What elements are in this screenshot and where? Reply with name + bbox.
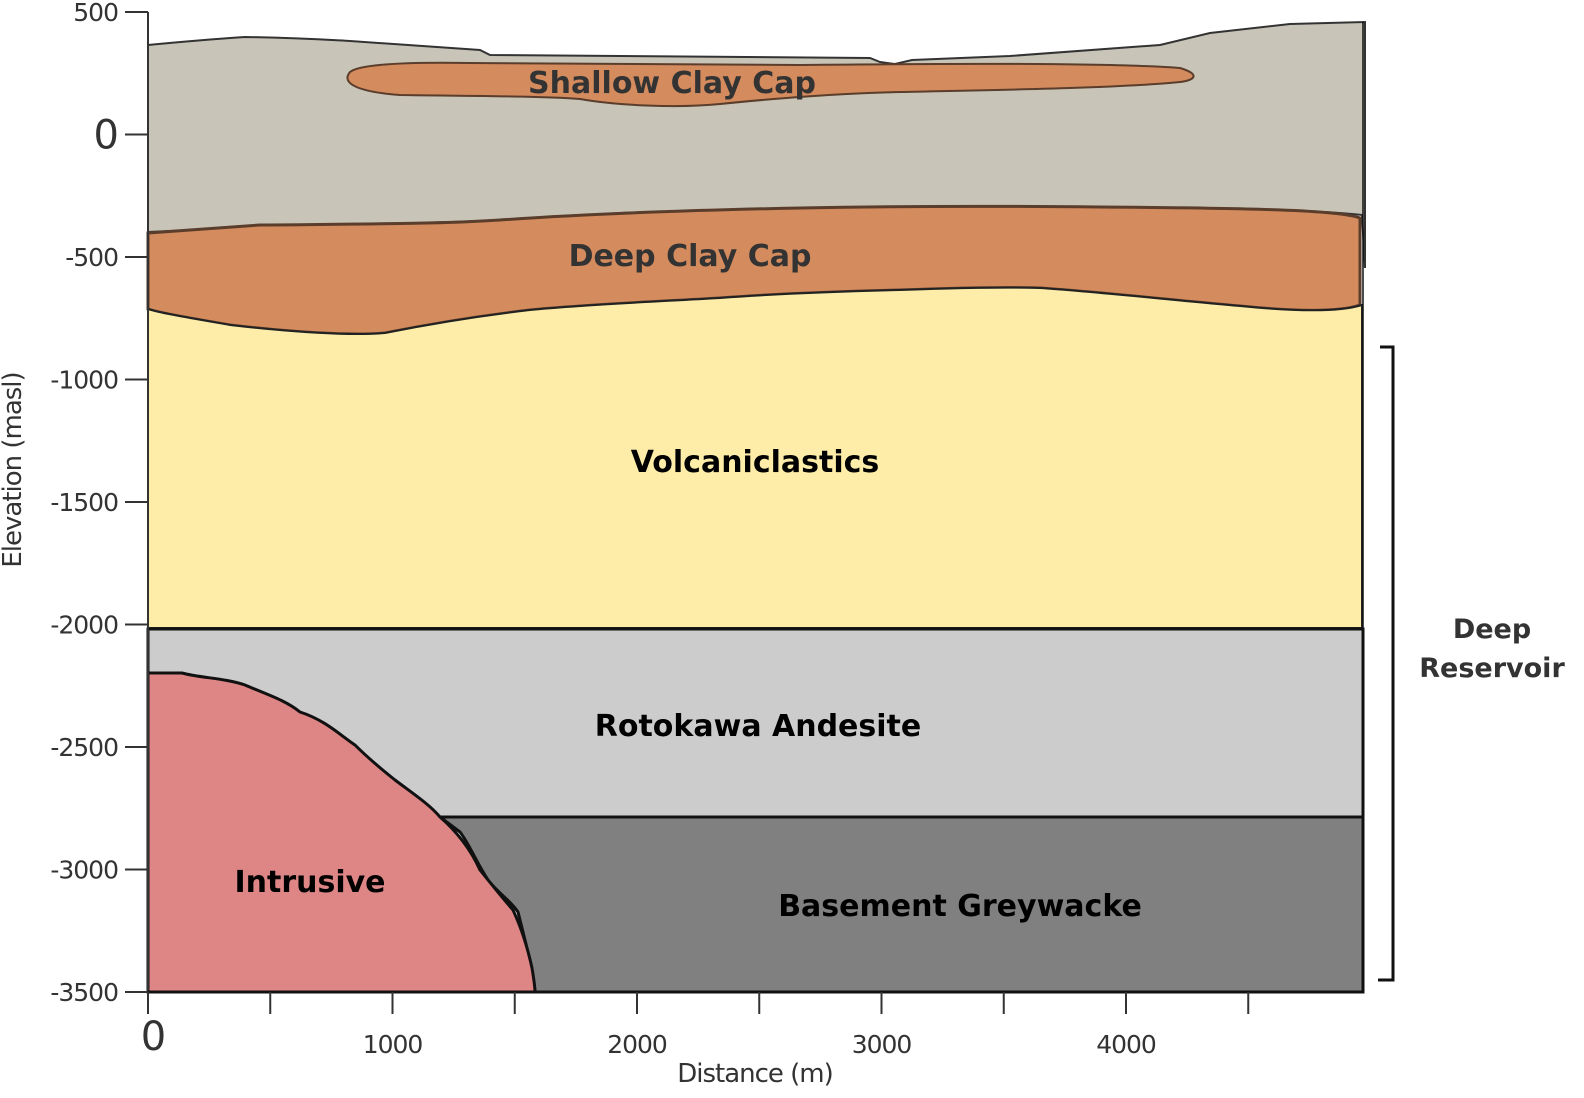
x-tick-label: 1000 xyxy=(363,1030,423,1059)
y-axis-title: Elevation (masl) xyxy=(0,372,28,567)
basement-greywacke-label: Basement Greywacke xyxy=(778,889,1142,924)
x-axis-ticks: 0 1000 2000 3000 4000 xyxy=(141,992,1250,1060)
y-tick-label: -1500 xyxy=(50,488,118,517)
y-tick-label: -2500 xyxy=(50,733,118,762)
x-tick-label: 3000 xyxy=(852,1030,912,1059)
shallow-clay-cap-label: Shallow Clay Cap xyxy=(528,66,816,101)
deep-reservoir-label-line2: Reservoir xyxy=(1419,653,1565,684)
y-tick-label: -3500 xyxy=(50,978,118,1007)
y-tick-label: -500 xyxy=(65,243,118,272)
x-axis-title: Distance (m) xyxy=(677,1059,833,1089)
rotokawa-andesite-label: Rotokawa Andesite xyxy=(595,709,921,744)
y-tick-label: -2000 xyxy=(50,611,118,640)
deep-clay-cap-label: Deep Clay Cap xyxy=(569,239,812,274)
x-tick-label: 2000 xyxy=(607,1030,667,1059)
x-tick-label: 4000 xyxy=(1096,1030,1156,1059)
y-tick-label: 0 xyxy=(94,113,118,159)
deep-reservoir-label-line1: Deep xyxy=(1453,614,1531,645)
x-tick-label: 0 xyxy=(141,1014,165,1060)
y-tick-label: -3000 xyxy=(50,856,118,885)
y-tick-label: -1000 xyxy=(50,366,118,395)
volcaniclastics-label: Volcaniclastics xyxy=(631,445,880,480)
deep-reservoir-bracket xyxy=(1378,345,1395,982)
y-tick-label: 500 xyxy=(73,0,118,27)
intrusive-unit xyxy=(146,671,537,994)
volcaniclastics-unit xyxy=(147,286,1363,629)
shallow-clay-cap-unit xyxy=(346,61,1195,108)
intrusive-label: Intrusive xyxy=(234,865,385,900)
y-axis-ticks: 500 0 -500 -1000 -1500 -2000 -2500 -3000 -3500 xyxy=(50,0,148,1007)
